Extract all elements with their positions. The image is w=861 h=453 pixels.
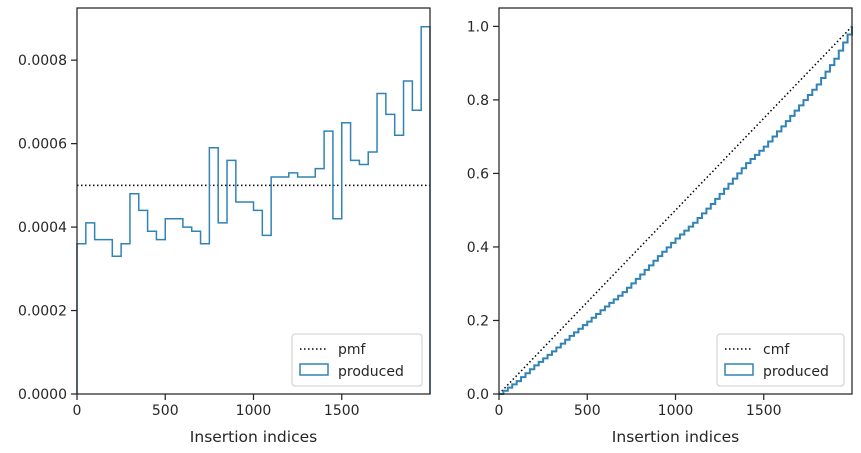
x-tick-label: 500 (152, 403, 179, 419)
legend-box (291, 333, 423, 387)
x-tick-label: 1500 (324, 403, 360, 419)
x-tick-label: 0 (495, 403, 504, 419)
series-cmf-line (498, 25, 853, 395)
y-tick-label: 1.0 (467, 19, 489, 35)
x-tick-label: 1000 (658, 403, 694, 419)
y-tick-label: 0.2 (467, 313, 489, 329)
y-tick-label: 0.6 (467, 166, 489, 182)
chart-panel-2: 0 500 1000 1500 0.0 0.2 0.4 0.6 0.8 1.0 Insertion … (467, 7, 853, 446)
series-produced-curve (499, 26, 853, 395)
x-tick-label: 500 (574, 403, 601, 419)
legend-label-produced: produced (763, 364, 829, 380)
series-produced-histogram (76, 26, 431, 394)
legend: cmf produced (716, 333, 845, 387)
legend-marker-produced (299, 363, 329, 376)
y-tick-label: 0.0006 (18, 137, 67, 153)
x-tick-label: 1500 (746, 403, 782, 419)
legend-box (716, 333, 845, 387)
legend-marker-produced (724, 363, 754, 376)
x-axis-label: Insertion indices (612, 428, 739, 446)
y-tick-label: 0.8 (467, 93, 489, 109)
x-axis-label: Insertion indices (190, 428, 317, 446)
y-tick-label: 0.0002 (18, 304, 67, 320)
legend-label-pmf: pmf (338, 342, 367, 358)
y-tick-label: 0.4 (467, 240, 489, 256)
legend-label-produced: produced (338, 364, 404, 380)
x-tick-label: 1000 (236, 403, 272, 419)
y-tick-label: 0.0000 (18, 387, 67, 403)
legend-label-cmf: cmf (763, 342, 790, 358)
legend: pmf produced (291, 333, 423, 387)
chart-panel-1: 0 500 1000 1500 0.0000 0.0002 0.0004 0.0006 0.00… (18, 7, 431, 446)
x-tick-label: 0 (73, 403, 82, 419)
y-tick-label: 0.0 (467, 387, 489, 403)
y-tick-label: 0.0004 (18, 220, 67, 236)
y-tick-label: 0.0008 (18, 53, 67, 69)
